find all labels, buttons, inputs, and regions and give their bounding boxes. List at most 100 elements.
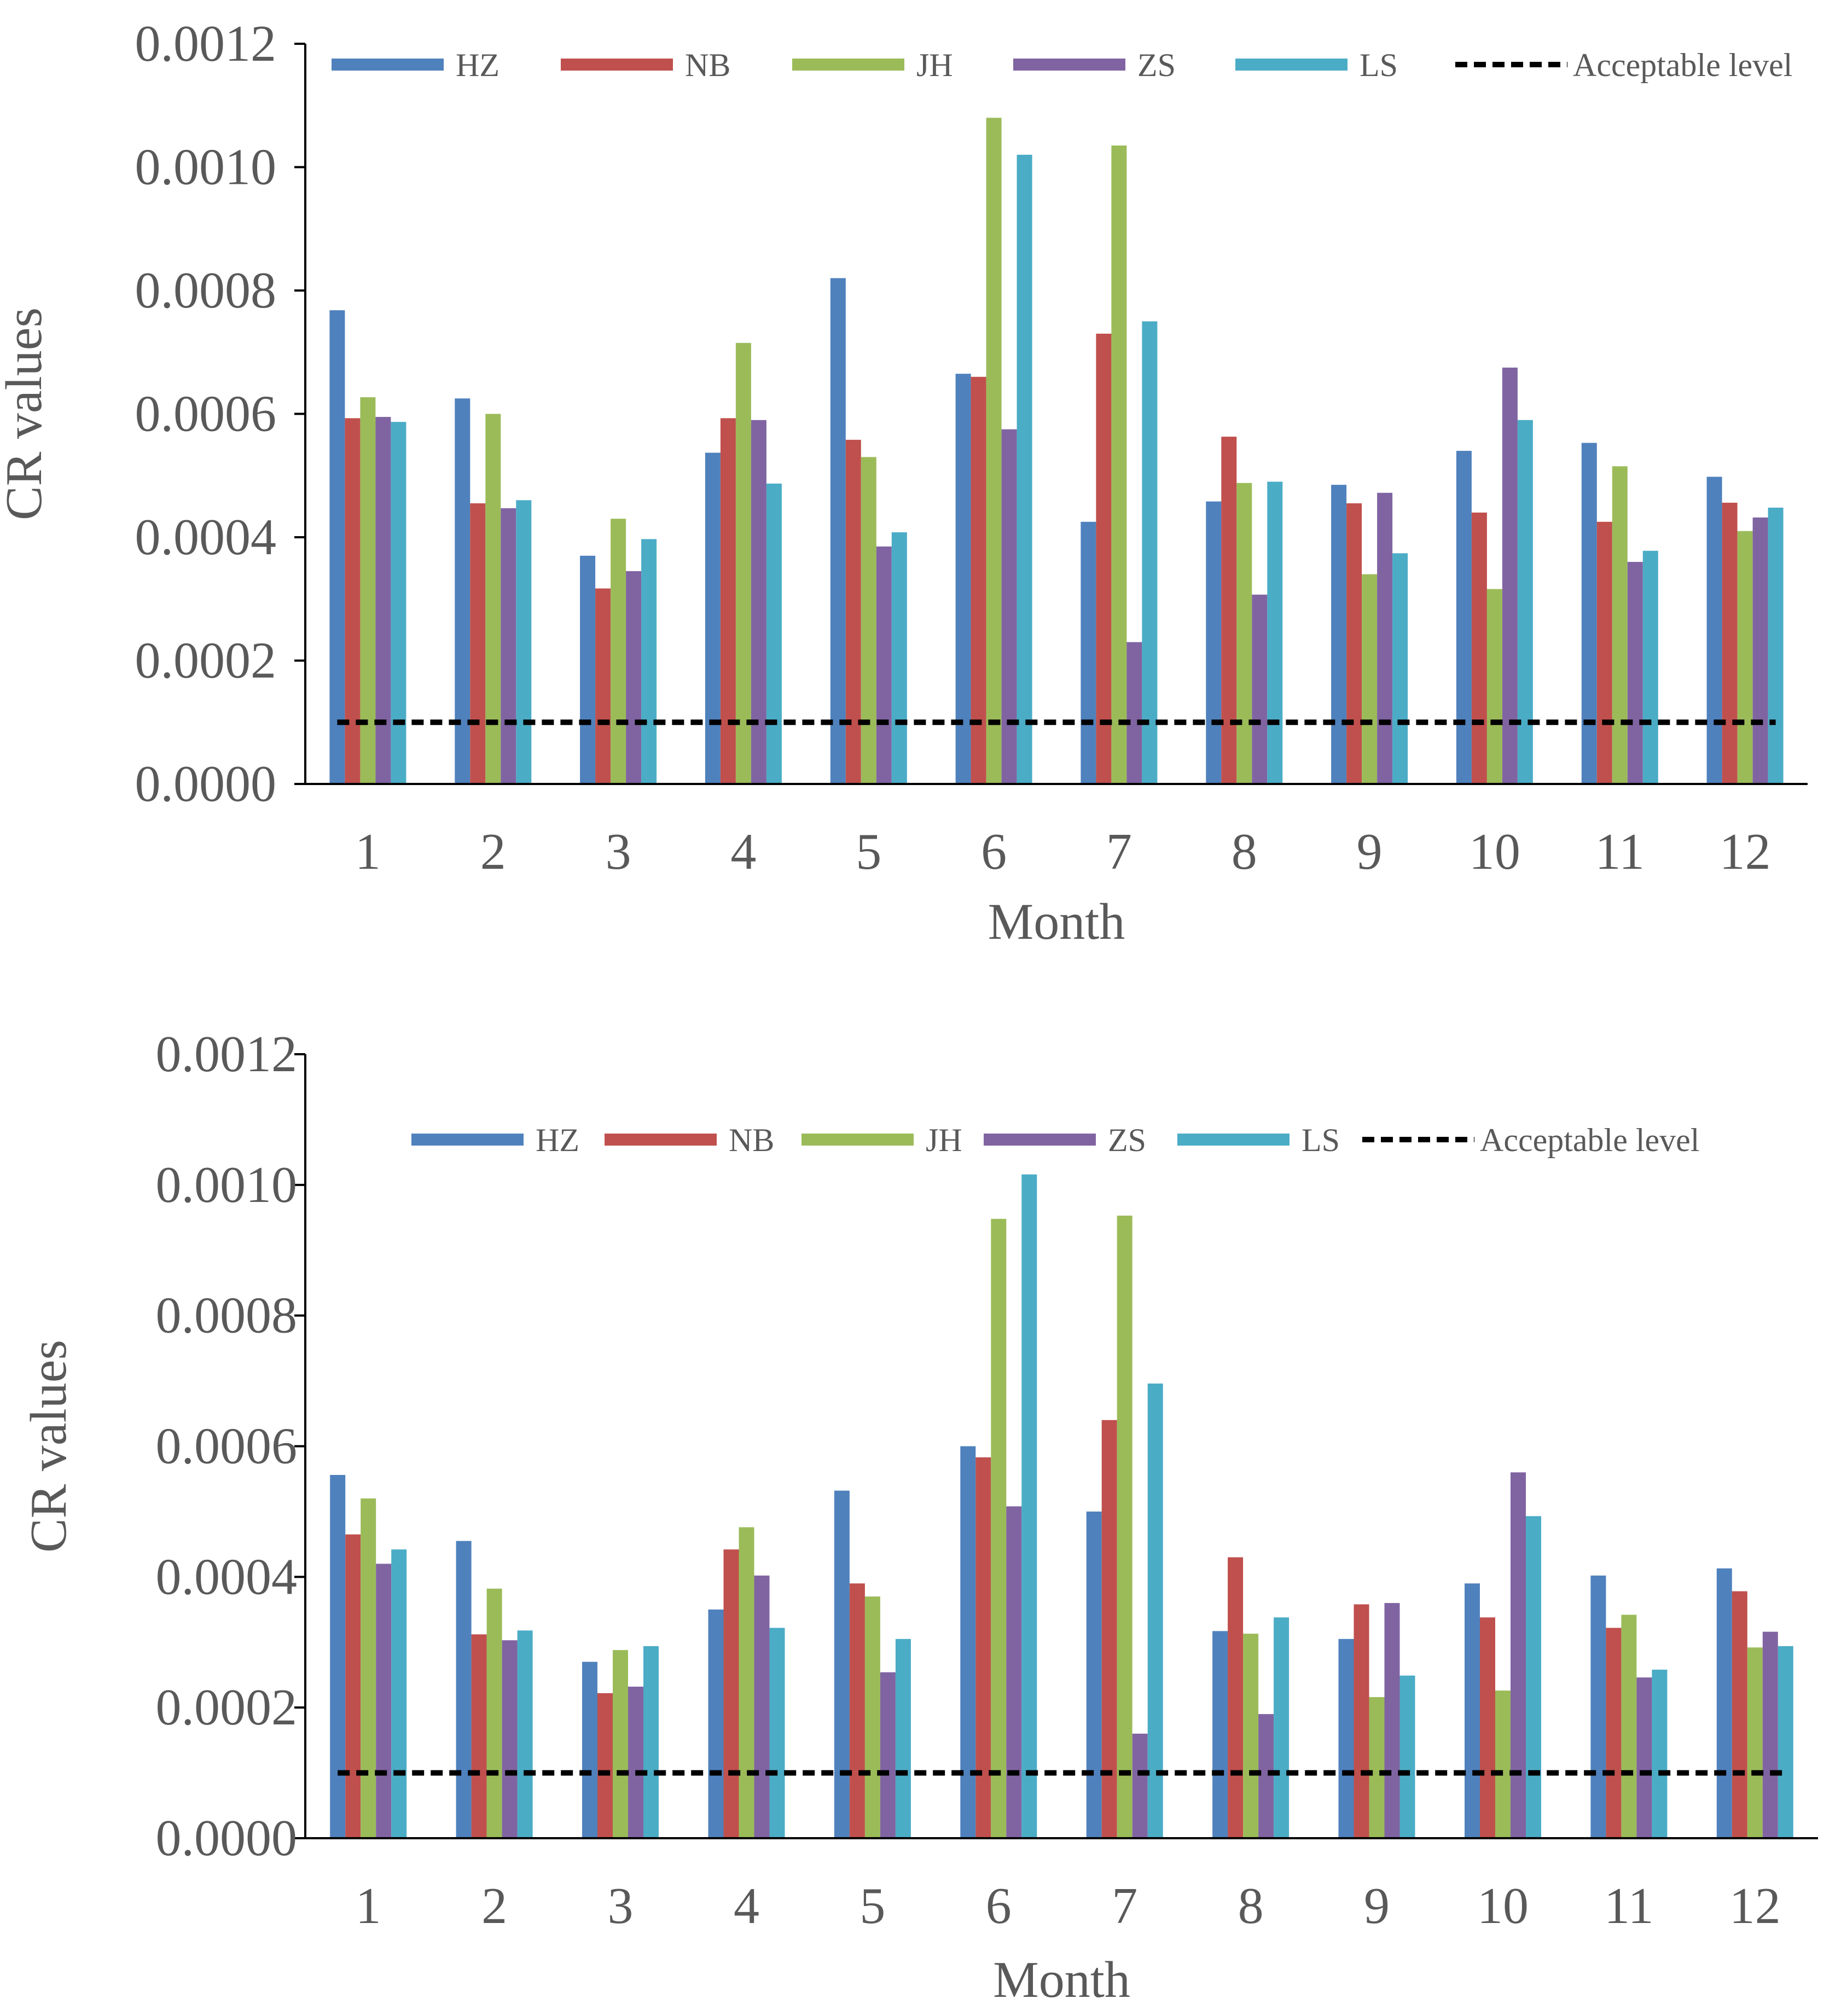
legend: HZ NB JH ZS LS Acceptable level bbox=[332, 47, 1792, 83]
x-tick-label: 7 bbox=[1112, 1878, 1137, 1934]
x-tick-label: 2 bbox=[481, 1878, 507, 1934]
bar-jh-month-4 bbox=[735, 342, 751, 784]
y-tick-label: 0.0004 bbox=[156, 1548, 298, 1605]
y-tick-label: 0.0002 bbox=[135, 632, 277, 689]
x-tick-label: 8 bbox=[1232, 823, 1257, 880]
x-tick-label: 7 bbox=[1106, 823, 1132, 880]
bar-hz-month-3 bbox=[580, 555, 596, 784]
bar-jh-month-11 bbox=[1621, 1614, 1637, 1838]
bar-nb-month-2 bbox=[471, 1634, 487, 1838]
bar-ls-month-7 bbox=[1147, 1383, 1163, 1838]
bar-nb-month-10 bbox=[1480, 1617, 1495, 1838]
bar-hz-month-6 bbox=[960, 1446, 976, 1838]
bar-jh-month-2 bbox=[486, 1588, 502, 1838]
legend-label-zs: ZS bbox=[1137, 47, 1176, 83]
legend-label-hz: HZ bbox=[456, 47, 499, 83]
bar-jh-month-3 bbox=[611, 519, 626, 784]
legend-swatch-ls bbox=[1177, 1134, 1290, 1146]
bar-hz-month-1 bbox=[329, 310, 345, 784]
legend-label-nb: NB bbox=[685, 47, 730, 83]
bar-nb-month-2 bbox=[470, 503, 486, 784]
x-axis-label: Month bbox=[993, 1951, 1130, 2008]
bar-jh-month-7 bbox=[1117, 1216, 1132, 1838]
legend-swatch-hz bbox=[411, 1134, 524, 1146]
bar-nb-month-11 bbox=[1596, 521, 1612, 784]
bar-zs-month-10 bbox=[1502, 367, 1518, 784]
bar-zs-month-5 bbox=[876, 546, 892, 784]
bar-jh-month-5 bbox=[864, 1596, 880, 1838]
bar-jh-month-3 bbox=[613, 1650, 628, 1838]
bar-nb-month-5 bbox=[849, 1583, 865, 1838]
bar-ls-month-2 bbox=[516, 500, 532, 784]
bar-hz-month-5 bbox=[834, 1490, 850, 1838]
bar-zs-month-10 bbox=[1511, 1472, 1526, 1838]
x-tick-label: 11 bbox=[1604, 1878, 1654, 1934]
bar-hz-month-6 bbox=[955, 374, 971, 784]
y-tick-label: 0.0012 bbox=[156, 1026, 298, 1083]
x-tick-label: 5 bbox=[859, 1878, 885, 1934]
y-tick-label: 0.0006 bbox=[156, 1418, 298, 1475]
x-tick-label: 4 bbox=[734, 1878, 759, 1934]
bar-hz-month-4 bbox=[708, 1610, 724, 1838]
legend-label-jh: JH bbox=[916, 47, 953, 83]
bar-zs-month-4 bbox=[754, 1575, 770, 1838]
bar-jh-month-6 bbox=[991, 1218, 1007, 1838]
bar-zs-month-3 bbox=[628, 1687, 643, 1838]
bar-hz-month-3 bbox=[582, 1661, 597, 1838]
x-tick-label: 3 bbox=[606, 823, 631, 880]
bar-nb-month-3 bbox=[595, 588, 611, 784]
x-tick-label: 1 bbox=[356, 1878, 381, 1934]
bar-hz-month-9 bbox=[1331, 485, 1347, 784]
bar-jh-month-7 bbox=[1111, 146, 1127, 784]
y-tick-label: 0.0012 bbox=[135, 15, 277, 72]
bar-zs-month-3 bbox=[626, 571, 642, 784]
bar-hz-month-8 bbox=[1212, 1631, 1228, 1838]
bar-jh-month-8 bbox=[1236, 483, 1252, 784]
legend-label-ls: LS bbox=[1302, 1122, 1340, 1158]
legend-label-zs: ZS bbox=[1108, 1122, 1146, 1158]
bar-nb-month-11 bbox=[1606, 1628, 1622, 1838]
bar-hz-month-12 bbox=[1716, 1568, 1732, 1838]
bar-hz-month-1 bbox=[330, 1475, 346, 1838]
bar-zs-month-1 bbox=[375, 417, 391, 784]
x-tick-label: 10 bbox=[1469, 823, 1520, 880]
bar-ls-month-4 bbox=[766, 483, 782, 784]
legend-label-acceptable-level: Acceptable level bbox=[1480, 1122, 1699, 1158]
bar-zs-month-4 bbox=[751, 420, 766, 784]
bar-ls-month-5 bbox=[891, 532, 907, 784]
bar-ls-month-9 bbox=[1399, 1675, 1415, 1838]
bar-zs-month-8 bbox=[1258, 1714, 1274, 1838]
bar-hz-month-2 bbox=[456, 1541, 472, 1838]
bar-nb-month-6 bbox=[975, 1457, 991, 1838]
bar-nb-month-7 bbox=[1096, 333, 1112, 784]
legend-label-hz: HZ bbox=[536, 1122, 579, 1158]
chart-bottom: 0.0000 0.0002 0.0004 0.0006 0.0008 0.0010 0.00… bbox=[20, 1026, 1818, 2008]
legend-swatch-ls bbox=[1235, 59, 1348, 71]
bar-jh-month-10 bbox=[1486, 589, 1502, 784]
legend: HZ NB JH ZS LS Acceptable level bbox=[411, 1122, 1699, 1158]
bar-nb-month-7 bbox=[1101, 1420, 1117, 1838]
bar-zs-month-12 bbox=[1762, 1631, 1778, 1838]
x-tick-label: 11 bbox=[1595, 823, 1645, 880]
bar-nb-month-4 bbox=[720, 418, 736, 784]
x-axis-label: Month bbox=[988, 893, 1125, 950]
x-tick-label: 12 bbox=[1729, 1878, 1781, 1934]
bar-zs-month-9 bbox=[1384, 1603, 1400, 1838]
y-tick-label: 0.0004 bbox=[135, 509, 277, 566]
bar-nb-month-9 bbox=[1354, 1604, 1369, 1838]
bar-jh-month-12 bbox=[1737, 531, 1753, 784]
bar-nb-month-6 bbox=[971, 376, 986, 784]
bar-jh-month-9 bbox=[1369, 1697, 1385, 1838]
bar-ls-month-3 bbox=[643, 1646, 659, 1838]
bar-nb-month-5 bbox=[845, 439, 861, 784]
bar-nb-month-12 bbox=[1732, 1591, 1747, 1838]
bar-hz-month-11 bbox=[1590, 1575, 1606, 1838]
bar-nb-month-10 bbox=[1471, 512, 1487, 784]
chart-top: 0.0000 0.0002 0.0004 0.0006 0.0008 0.0010 0.00… bbox=[0, 15, 1808, 950]
bar-nb-month-8 bbox=[1221, 437, 1237, 784]
bar-jh-month-8 bbox=[1243, 1634, 1259, 1838]
bar-ls-month-7 bbox=[1142, 321, 1158, 784]
bar-jh-month-11 bbox=[1612, 466, 1628, 784]
bar-zs-month-2 bbox=[502, 1640, 518, 1838]
